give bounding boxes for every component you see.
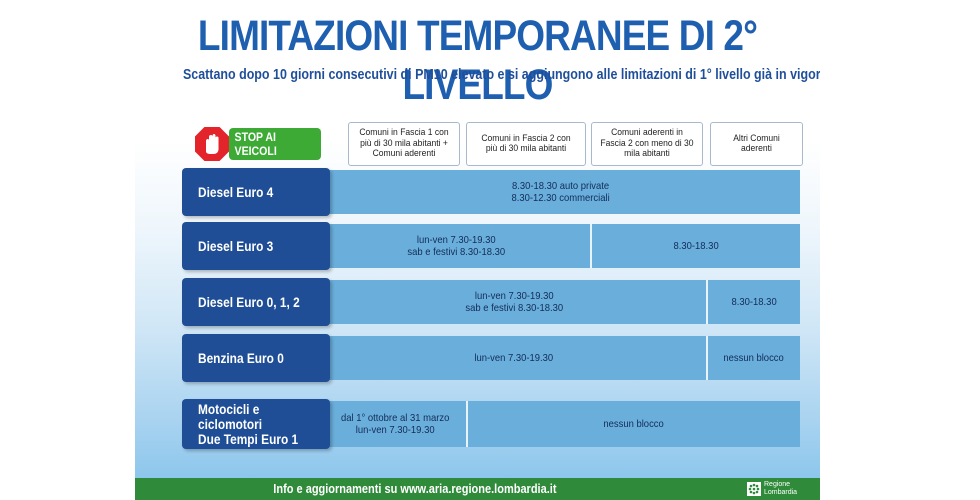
table-row-benzina-euro-0: lun-ven 7.30-19.30 nessun blocco Benzina…	[182, 334, 802, 382]
row-band: 8.30-18.30 auto private 8.30-12.30 comme…	[322, 170, 800, 214]
cell-restriction: nessun blocco	[603, 417, 665, 430]
row-band: lun-ven 7.30-19.30 sab e festivi 8.30-18…	[322, 280, 800, 324]
cell-restriction: 8.30-18.30	[673, 239, 719, 252]
stop-badge: STOP AI VEICOLI	[193, 125, 321, 163]
row-band: lun-ven 7.30-19.30 sab e festivi 8.30-18…	[322, 224, 800, 268]
regione-lombardia-logo: Regione Lombardia	[747, 480, 817, 498]
logo-text: Regione Lombardia	[764, 481, 798, 496]
footer-info: Info e aggiornamenti su www.aria.regione…	[273, 482, 557, 496]
cell-restriction: 8.30-18.30	[731, 295, 777, 308]
row-label: Diesel Euro 0, 1, 2	[182, 278, 330, 326]
stop-hand-icon	[193, 125, 231, 163]
cell-restriction: 8.30-18.30 auto private 8.30-12.30 comme…	[511, 179, 611, 205]
row-label: Diesel Euro 3	[182, 222, 330, 270]
stop-label: STOP AI VEICOLI	[229, 128, 321, 160]
poster: LIMITAZIONI TEMPORANEE DI 2° LIVELLO Sca…	[135, 0, 820, 500]
cell-restriction: nessun blocco	[723, 351, 785, 364]
rosa-camuna-icon	[747, 482, 761, 496]
table-row-diesel-euro-4: 8.30-18.30 auto private 8.30-12.30 comme…	[182, 168, 802, 216]
cell-divider	[590, 224, 592, 268]
cell-restriction: dal 1° ottobre al 31 marzo lun-ven 7.30-…	[340, 411, 450, 437]
table-row-diesel-euro-0-1-2: lun-ven 7.30-19.30 sab e festivi 8.30-18…	[182, 278, 802, 326]
row-band: dal 1° ottobre al 31 marzo lun-ven 7.30-…	[322, 401, 800, 447]
cell-restriction: lun-ven 7.30-19.30 sab e festivi 8.30-18…	[407, 233, 505, 259]
row-label: Benzina Euro 0	[182, 334, 330, 382]
cell-divider	[706, 280, 708, 324]
cell-divider	[706, 336, 708, 380]
table-row-diesel-euro-3: lun-ven 7.30-19.30 sab e festivi 8.30-18…	[182, 222, 802, 270]
table-row-motocicli: dal 1° ottobre al 31 marzo lun-ven 7.30-…	[182, 399, 802, 449]
row-band: lun-ven 7.30-19.30 nessun blocco	[322, 336, 800, 380]
column-header-fascia2-small: Comuni aderenti in Fascia 2 con meno di …	[591, 122, 703, 166]
column-header-fascia1: Comuni in Fascia 1 con più di 30 mila ab…	[348, 122, 460, 166]
cell-restriction: lun-ven 7.30-19.30 sab e festivi 8.30-18…	[465, 289, 563, 315]
page-subtitle: Scattano dopo 10 giorni consecutivi di P…	[182, 67, 820, 83]
page-title: LIMITAZIONI TEMPORANEE DI 2° LIVELLO	[197, 12, 758, 109]
row-label: Diesel Euro 4	[182, 168, 330, 216]
column-header-altri: Altri Comuni aderenti	[710, 122, 803, 166]
row-label: Motocicli e ciclomotori Due Tempi Euro 1	[182, 399, 330, 449]
cell-restriction: lun-ven 7.30-19.30	[474, 351, 554, 364]
column-header-fascia2: Comuni in Fascia 2 con più di 30 mila ab…	[466, 122, 586, 166]
footer-bar: Info e aggiornamenti su www.aria.regione…	[135, 478, 820, 500]
cell-divider	[466, 401, 468, 447]
